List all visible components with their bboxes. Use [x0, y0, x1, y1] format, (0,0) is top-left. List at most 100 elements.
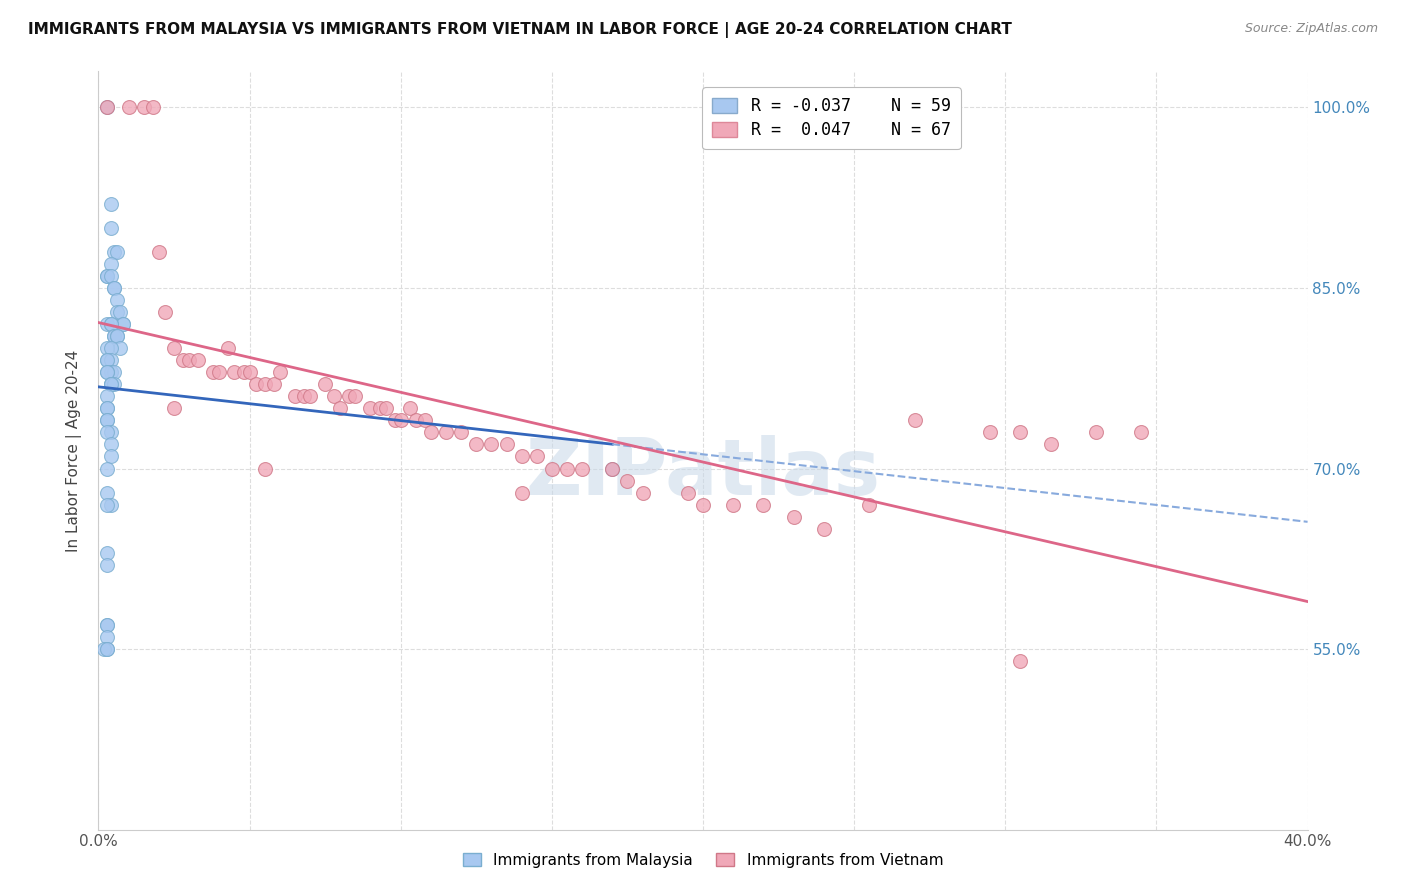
Point [103, 329, 125, 343]
Point [96, 642, 118, 657]
Legend: Immigrants from Malaysia, Immigrants from Vietnam: Immigrants from Malaysia, Immigrants fro… [456, 845, 950, 875]
Point [783, 509, 806, 524]
Point [450, 425, 472, 440]
Point [163, 401, 186, 416]
Point [413, 413, 436, 427]
Point [1039, 437, 1062, 451]
Point [93, 642, 115, 657]
Point [337, 389, 360, 403]
Point [96, 413, 118, 427]
Point [100, 377, 122, 392]
Point [602, 461, 624, 475]
Point [299, 389, 322, 403]
Point [105, 329, 128, 343]
Point [100, 437, 122, 451]
Point [105, 329, 128, 343]
Point [179, 353, 201, 368]
Point [813, 522, 835, 536]
Point [676, 485, 699, 500]
Point [100, 220, 122, 235]
Point [253, 461, 276, 475]
Point [108, 341, 131, 355]
Point [96, 268, 118, 283]
Point [540, 461, 562, 475]
Point [96, 630, 118, 644]
Point [602, 461, 624, 475]
Point [368, 401, 391, 416]
Point [103, 329, 125, 343]
Point [111, 317, 134, 331]
Point [96, 413, 118, 427]
Text: Source: ZipAtlas.com: Source: ZipAtlas.com [1244, 22, 1378, 36]
Point [96, 341, 118, 355]
Point [148, 244, 170, 259]
Point [100, 498, 122, 512]
Point [108, 305, 131, 319]
Point [96, 353, 118, 368]
Point [495, 437, 517, 451]
Point [96, 365, 118, 379]
Point [96, 642, 118, 657]
Point [752, 498, 775, 512]
Point [217, 341, 239, 355]
Point [329, 401, 352, 416]
Point [723, 498, 745, 512]
Point [284, 389, 307, 403]
Point [187, 353, 209, 368]
Point [96, 100, 118, 114]
Point [103, 377, 125, 392]
Point [132, 100, 155, 114]
Point [224, 365, 246, 379]
Point [292, 389, 315, 403]
Point [96, 558, 118, 572]
Point [979, 425, 1001, 440]
Point [118, 100, 141, 114]
Point [1130, 425, 1153, 440]
Point [100, 425, 122, 440]
Point [510, 485, 533, 500]
Point [100, 268, 122, 283]
Point [344, 389, 367, 403]
Point [323, 389, 346, 403]
Point [100, 353, 122, 368]
Point [153, 305, 176, 319]
Point [100, 365, 122, 379]
Point [103, 365, 125, 379]
Point [398, 401, 420, 416]
Point [100, 257, 122, 271]
Point [96, 389, 118, 403]
Point [100, 377, 122, 392]
Point [96, 618, 118, 632]
Point [96, 485, 118, 500]
Point [96, 425, 118, 440]
Point [510, 450, 533, 464]
Point [360, 401, 382, 416]
Point [202, 365, 225, 379]
Point [1085, 425, 1108, 440]
Point [172, 353, 194, 368]
Point [103, 244, 125, 259]
Point [105, 305, 128, 319]
Point [111, 317, 134, 331]
Point [1010, 425, 1032, 440]
Point [465, 437, 488, 451]
Point [374, 401, 396, 416]
Point [555, 461, 578, 475]
Point [96, 317, 118, 331]
Point [904, 413, 927, 427]
Point [96, 401, 118, 416]
Point [100, 317, 122, 331]
Point [105, 293, 128, 307]
Text: ZIPatlas: ZIPatlas [526, 435, 880, 511]
Point [692, 498, 714, 512]
Point [420, 425, 443, 440]
Point [208, 365, 231, 379]
Point [100, 450, 122, 464]
Point [96, 618, 118, 632]
Point [103, 281, 125, 295]
Y-axis label: In Labor Force | Age 20-24: In Labor Force | Age 20-24 [66, 350, 83, 551]
Point [105, 244, 128, 259]
Point [245, 377, 267, 392]
Point [100, 317, 122, 331]
Point [96, 546, 118, 560]
